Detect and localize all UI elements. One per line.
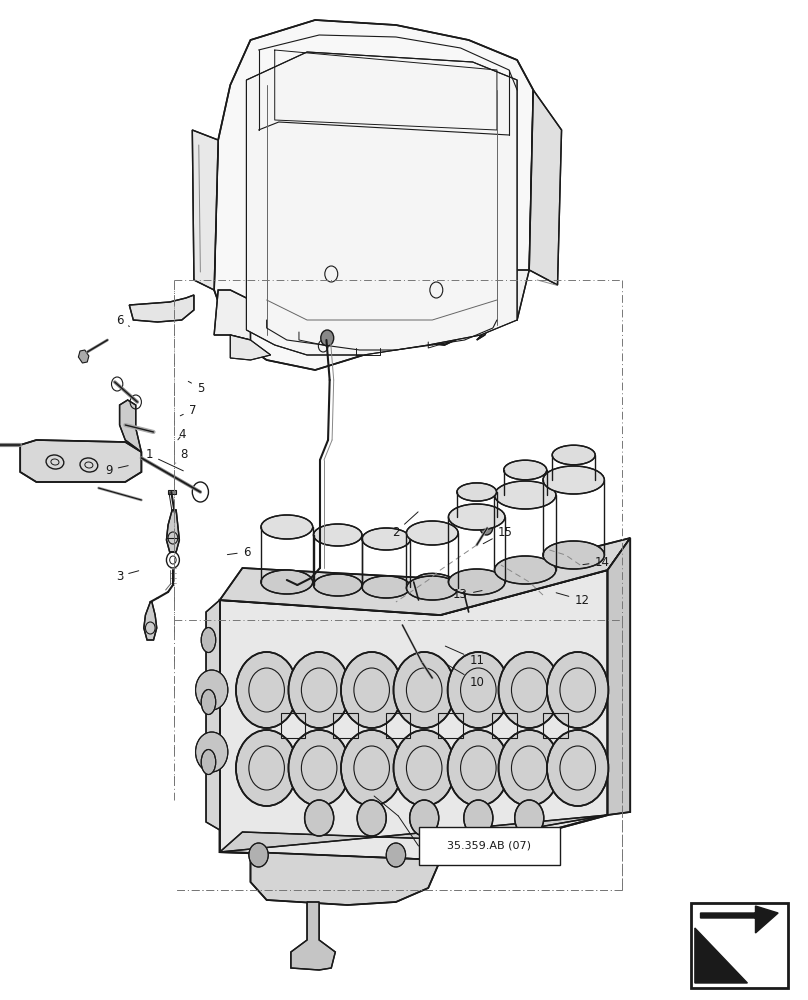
- Ellipse shape: [314, 574, 362, 596]
- Ellipse shape: [417, 590, 469, 620]
- Polygon shape: [78, 350, 89, 363]
- Text: 8: 8: [175, 448, 188, 463]
- Ellipse shape: [543, 466, 604, 494]
- Ellipse shape: [414, 573, 464, 601]
- Text: 9: 9: [105, 464, 128, 477]
- Polygon shape: [608, 538, 630, 815]
- Bar: [691, 903, 788, 988]
- Text: 14: 14: [583, 556, 609, 568]
- Ellipse shape: [543, 541, 604, 569]
- Circle shape: [393, 652, 455, 728]
- Polygon shape: [129, 295, 194, 322]
- Circle shape: [393, 730, 455, 806]
- Text: 13: 13: [453, 588, 482, 601]
- Polygon shape: [144, 602, 157, 640]
- Text: 7: 7: [180, 403, 196, 416]
- Text: 6: 6: [116, 314, 129, 326]
- Circle shape: [321, 330, 334, 346]
- Polygon shape: [695, 928, 747, 983]
- Text: 3: 3: [116, 570, 139, 582]
- Circle shape: [528, 577, 558, 613]
- Text: 5: 5: [188, 381, 204, 394]
- Circle shape: [398, 619, 406, 629]
- Polygon shape: [291, 902, 335, 970]
- Ellipse shape: [503, 460, 547, 480]
- Bar: [543, 713, 567, 738]
- Polygon shape: [206, 600, 220, 830]
- Ellipse shape: [494, 481, 556, 509]
- Polygon shape: [166, 510, 179, 552]
- Circle shape: [288, 730, 350, 806]
- Polygon shape: [220, 538, 630, 615]
- Polygon shape: [529, 90, 562, 285]
- Polygon shape: [168, 490, 176, 494]
- Ellipse shape: [572, 558, 588, 572]
- Polygon shape: [230, 335, 271, 360]
- Polygon shape: [214, 20, 533, 370]
- Circle shape: [448, 652, 509, 728]
- Ellipse shape: [201, 750, 216, 774]
- Bar: [386, 713, 410, 738]
- Text: 12: 12: [556, 593, 589, 606]
- Ellipse shape: [362, 528, 410, 550]
- Polygon shape: [701, 906, 778, 933]
- Circle shape: [341, 652, 402, 728]
- Polygon shape: [250, 852, 440, 905]
- Text: 11: 11: [445, 646, 484, 666]
- Text: 35.359.AB (07): 35.359.AB (07): [448, 841, 531, 851]
- Bar: [492, 713, 517, 738]
- Polygon shape: [192, 130, 218, 290]
- Ellipse shape: [201, 690, 216, 714]
- Text: 4: 4: [178, 428, 186, 442]
- Circle shape: [341, 730, 402, 806]
- Polygon shape: [220, 570, 608, 860]
- Circle shape: [305, 800, 334, 836]
- Text: 15: 15: [483, 526, 512, 544]
- Ellipse shape: [406, 521, 458, 545]
- Circle shape: [426, 672, 439, 688]
- Ellipse shape: [448, 504, 505, 530]
- Circle shape: [249, 843, 268, 867]
- Polygon shape: [120, 400, 141, 452]
- Ellipse shape: [362, 576, 410, 598]
- Polygon shape: [477, 270, 529, 340]
- Circle shape: [236, 730, 297, 806]
- Ellipse shape: [261, 570, 313, 594]
- Bar: [438, 713, 462, 738]
- Ellipse shape: [552, 445, 595, 465]
- Ellipse shape: [448, 569, 505, 595]
- Ellipse shape: [314, 524, 362, 546]
- Circle shape: [448, 730, 509, 806]
- Circle shape: [464, 800, 493, 836]
- Polygon shape: [246, 52, 517, 355]
- Circle shape: [547, 652, 608, 728]
- Ellipse shape: [261, 515, 313, 539]
- Bar: [333, 713, 357, 738]
- Circle shape: [196, 670, 228, 710]
- Circle shape: [288, 652, 350, 728]
- Polygon shape: [20, 440, 141, 482]
- Circle shape: [386, 843, 406, 867]
- Ellipse shape: [457, 483, 496, 501]
- Circle shape: [236, 652, 297, 728]
- Bar: [281, 713, 305, 738]
- Ellipse shape: [494, 556, 556, 584]
- Text: 6: 6: [227, 546, 250, 558]
- Polygon shape: [220, 815, 608, 852]
- Ellipse shape: [406, 576, 458, 600]
- Circle shape: [410, 800, 439, 836]
- Text: 1: 1: [145, 448, 183, 471]
- Ellipse shape: [201, 628, 216, 652]
- Circle shape: [480, 519, 493, 535]
- Circle shape: [196, 732, 228, 772]
- Circle shape: [515, 800, 544, 836]
- Circle shape: [499, 730, 560, 806]
- Circle shape: [547, 730, 608, 806]
- Text: 2: 2: [392, 512, 418, 538]
- Polygon shape: [214, 290, 250, 340]
- Circle shape: [499, 652, 560, 728]
- Circle shape: [357, 800, 386, 836]
- Bar: [419, 827, 560, 865]
- Text: 10: 10: [445, 663, 484, 688]
